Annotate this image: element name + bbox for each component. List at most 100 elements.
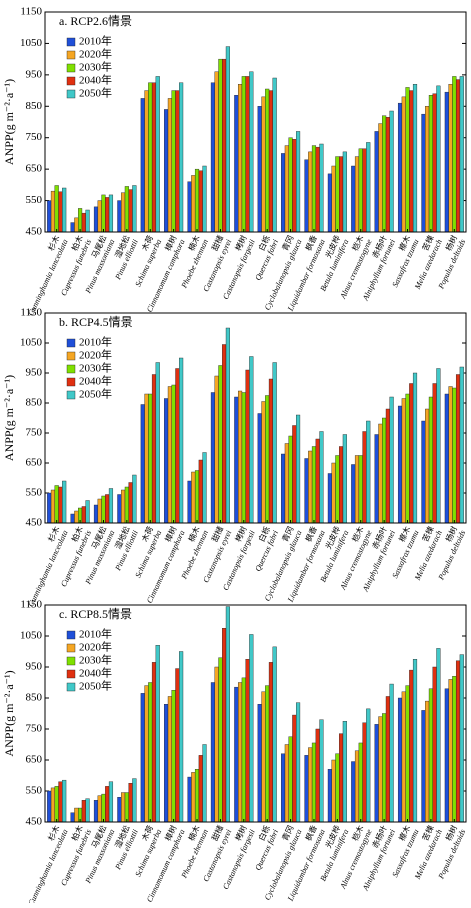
bar: [452, 676, 457, 823]
y-tick-label: 850: [26, 692, 43, 704]
bar: [409, 90, 414, 233]
bar: [281, 753, 286, 823]
bar: [140, 98, 145, 233]
bar: [74, 510, 79, 524]
bar: [194, 168, 200, 233]
bar: [358, 455, 363, 524]
bar: [148, 682, 153, 823]
bar: [397, 102, 403, 233]
legend-label: 2020年: [79, 47, 112, 61]
bar: [265, 395, 270, 524]
bar: [191, 175, 196, 233]
bar: [354, 156, 360, 233]
bar: [140, 404, 145, 524]
y-tick-label: 850: [26, 397, 43, 409]
bar: [124, 486, 129, 524]
panel-title: b. RCP4.5情景: [59, 315, 133, 329]
y-tick-label: 950: [26, 661, 43, 673]
bar: [436, 368, 441, 524]
bar: [444, 91, 449, 233]
bar: [222, 344, 227, 524]
bar: [198, 459, 203, 524]
bar: [218, 657, 223, 823]
legend-label: 2010年: [79, 627, 112, 641]
bar: [366, 708, 371, 823]
bar: [354, 455, 360, 524]
bar: [210, 82, 216, 233]
panel-title: a. RCP2.6情景: [59, 14, 132, 28]
bar: [428, 95, 433, 233]
bar: [237, 390, 243, 524]
bar: [265, 685, 270, 823]
bar: [140, 693, 145, 823]
bar: [405, 685, 410, 823]
bar: [81, 506, 86, 524]
bar: [331, 462, 336, 524]
bar: [425, 700, 430, 823]
legend-swatch: [66, 63, 76, 73]
bar: [70, 812, 75, 823]
panel: 45055065075085095010501150杉木Cunninghamia…: [2, 6, 467, 318]
bar: [50, 489, 56, 524]
bar: [327, 473, 332, 524]
bar: [412, 84, 418, 233]
bar: [432, 93, 437, 233]
bar: [62, 779, 67, 823]
bar: [281, 453, 286, 524]
bar: [151, 662, 157, 823]
bar: [105, 197, 110, 233]
bar: [85, 500, 90, 524]
legend-swatch: [66, 76, 76, 86]
bar: [455, 374, 461, 524]
bar: [179, 357, 184, 524]
bar: [97, 200, 102, 233]
y-tick-label: 1050: [20, 630, 43, 642]
bar: [167, 696, 172, 823]
bar: [397, 405, 403, 524]
bar: [132, 778, 137, 823]
bar: [272, 646, 277, 823]
bar: [268, 662, 274, 823]
legend-label: 2010年: [79, 335, 112, 349]
bar: [167, 386, 172, 524]
y-tick-label: 750: [26, 131, 43, 143]
bar: [382, 417, 387, 524]
bar: [171, 690, 176, 823]
bar: [144, 393, 149, 524]
bar: [378, 423, 383, 524]
y-tick-label: 1150: [20, 599, 42, 611]
y-tick-label: 950: [26, 367, 43, 379]
bar: [412, 659, 418, 823]
bar: [421, 113, 426, 233]
legend-label: 2020年: [79, 348, 112, 362]
bar: [128, 482, 133, 524]
bar: [85, 798, 90, 823]
bar: [249, 356, 254, 524]
bar: [295, 414, 301, 524]
bar: [459, 654, 464, 823]
bar: [117, 797, 122, 823]
bar: [378, 716, 383, 823]
bar: [288, 435, 293, 524]
bar: [47, 492, 52, 524]
legend-swatch: [66, 669, 76, 679]
bar: [342, 434, 347, 524]
bar: [198, 170, 203, 233]
panel-title: c. RCP8.5情景: [59, 607, 132, 621]
bar: [74, 807, 79, 823]
bar: [308, 450, 313, 524]
y-tick-label: 1050: [20, 37, 43, 49]
bar: [295, 702, 301, 823]
bar: [202, 165, 207, 233]
bar: [58, 781, 63, 823]
bar: [319, 143, 324, 233]
bar: [362, 148, 367, 233]
bar: [167, 98, 172, 233]
bar: [74, 217, 79, 233]
bar: [249, 71, 254, 233]
bar: [405, 87, 410, 233]
bar: [448, 386, 453, 524]
bar: [319, 719, 324, 823]
bar: [339, 156, 344, 233]
